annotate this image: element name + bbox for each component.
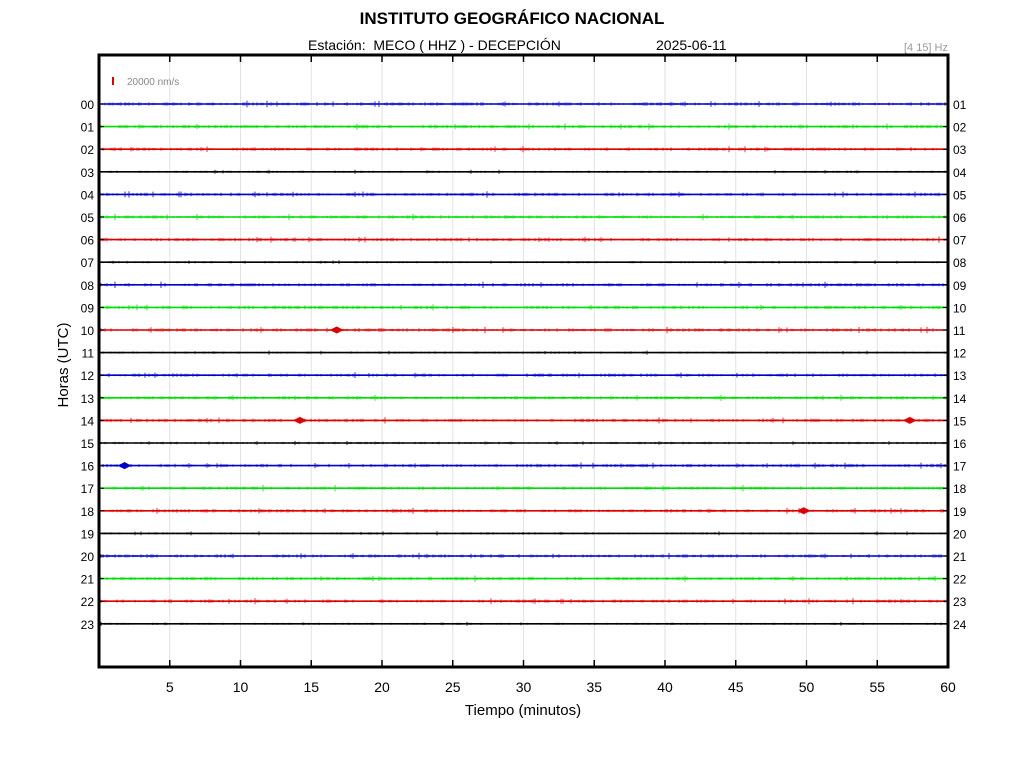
hour-label-right: 10 [953,301,967,315]
hour-label-left: 18 [81,505,95,519]
hour-label-left: 17 [81,482,95,496]
hour-label-left: 04 [81,188,95,202]
x-axis-label: Tiempo (minutos) [465,702,581,719]
hour-label-left: 05 [81,211,95,225]
hour-label-left: 03 [81,166,95,180]
page-title: INSTITUTO GEOGRÁFICO NACIONAL [359,9,665,28]
hour-label-right: 14 [953,392,967,406]
hour-label-right: 04 [953,166,967,180]
hour-label-right: 20 [953,527,967,541]
x-tick-label: 50 [799,679,815,695]
hour-label-right: 15 [953,414,967,428]
hour-label-left: 16 [81,460,95,474]
hour-label-left: 08 [81,279,95,293]
grid [169,55,878,667]
scale-bar [112,77,114,85]
x-tick-label: 15 [303,679,319,695]
hour-label-left: 06 [81,234,95,248]
x-tick-label: 40 [657,679,673,695]
x-tick-label: 30 [516,679,532,695]
hour-label-right: 16 [953,437,967,451]
axis-labels: 5 10 15 20 25 30 35 40 45 50 55 60 00 01 01 02 02 03 03 04 0… [81,98,967,695]
hour-label-right: 02 [953,121,967,135]
hour-label-left: 10 [81,324,95,338]
axis-ticks [99,55,949,667]
hour-label-left: 13 [81,392,95,406]
hour-label-left: 19 [81,527,95,541]
hour-label-left: 15 [81,437,95,451]
hour-label-right: 19 [953,505,967,519]
x-tick-label: 20 [374,679,390,695]
hour-label-right: 07 [953,234,967,248]
y-axis-label: Horas (UTC) [55,322,72,407]
hour-label-right: 18 [953,482,967,496]
x-tick-label: 5 [166,679,174,695]
seismic-event [293,416,307,424]
hour-label-right: 05 [953,188,967,202]
hour-label-left: 22 [81,595,95,609]
station-name: MECO ( HHZ ) - DECEPCIÓN [373,37,561,53]
hour-label-right: 13 [953,369,967,383]
hour-label-left: 07 [81,256,95,270]
filter-band: [4 15] Hz [903,42,948,54]
x-tick-label: 45 [728,679,744,695]
hour-label-right: 17 [953,460,967,474]
hour-label-right: 06 [953,211,967,225]
seismic-event [118,462,131,470]
hour-label-left: 12 [81,369,95,383]
x-tick-label: 10 [233,679,249,695]
hour-label-left: 11 [82,347,95,361]
hour-label-left: 23 [81,618,95,632]
hour-label-right: 08 [953,256,967,270]
hour-label-left: 09 [81,301,95,315]
hour-label-right: 12 [953,347,967,361]
hour-label-left: 21 [81,573,95,587]
x-tick-label: 55 [869,679,885,695]
x-tick-label: 35 [586,679,602,695]
hour-label-left: 14 [81,414,95,428]
station-info: Estación: MECO ( HHZ ) - DECEPCIÓN [308,37,561,53]
hour-label-left: 01 [81,121,95,135]
hour-label-right: 21 [953,550,967,564]
hour-label-left: 02 [81,143,95,157]
hour-label-right: 23 [953,595,967,609]
seismic-event [330,326,344,334]
record-date: 2025-06-11 [656,37,727,53]
hour-label-right: 11 [953,324,966,338]
hour-label-right: 24 [953,618,967,632]
hour-label-right: 03 [953,143,967,157]
hour-label-right: 22 [953,573,967,587]
x-tick-label: 60 [940,679,956,695]
scale-bar-label: 20000 nm/s [127,77,179,88]
station-label: Estación: [308,37,366,53]
seismic-event [797,507,811,515]
seismic-event [903,416,917,424]
trace-noise [102,100,946,108]
hour-label-left: 00 [81,98,95,112]
hour-label-right: 09 [953,279,967,293]
hour-label-right: 01 [953,98,967,112]
hour-label-left: 20 [81,550,95,564]
x-tick-label: 25 [445,679,461,695]
